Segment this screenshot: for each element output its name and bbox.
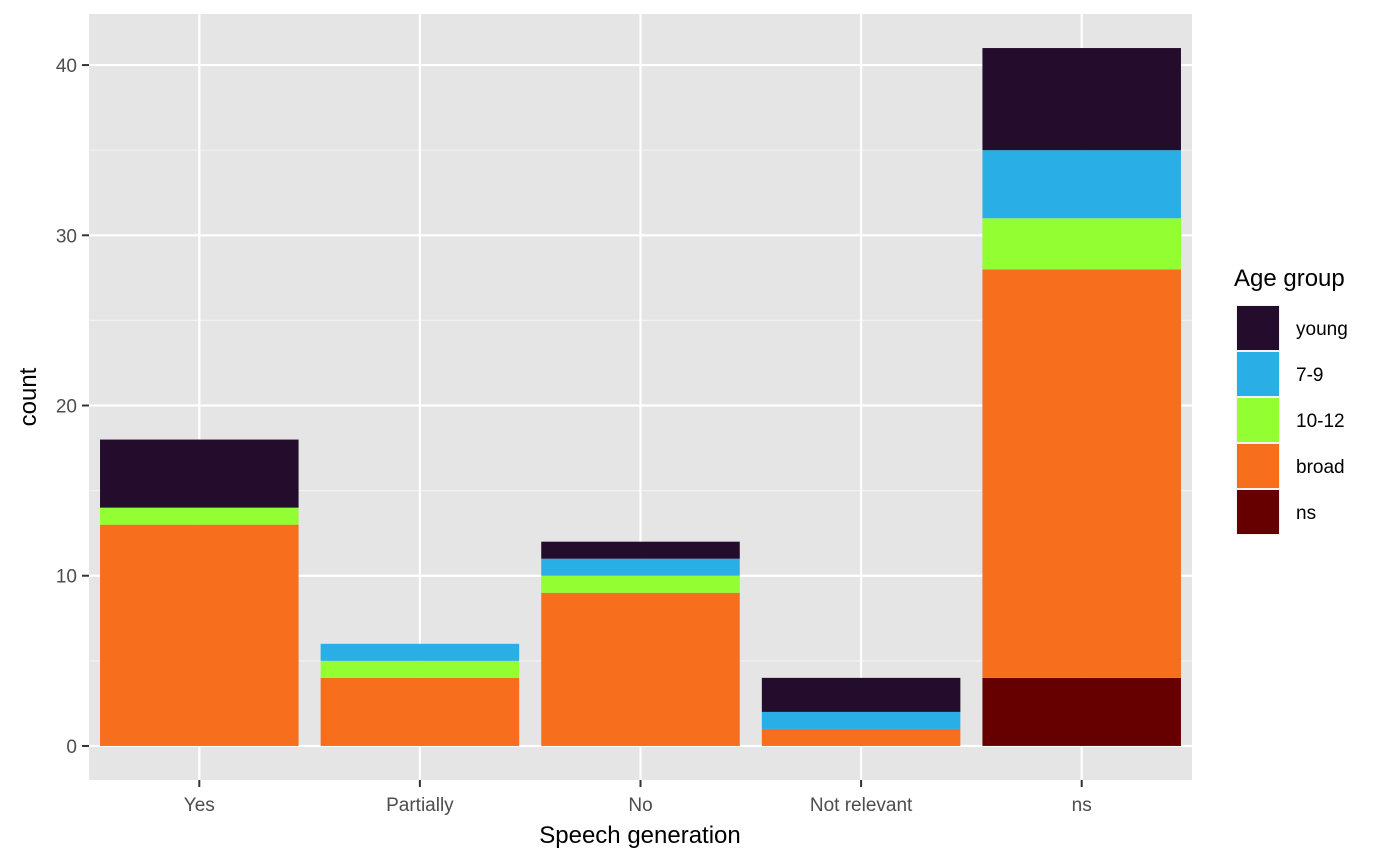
legend-label: broad (1296, 457, 1345, 478)
bars (100, 48, 1181, 746)
bar-segment (541, 575, 740, 593)
legend-swatch (1237, 306, 1279, 350)
bar-segment (541, 541, 740, 559)
legend-swatch (1237, 490, 1279, 534)
bar-segment (541, 592, 740, 746)
bar-segment (100, 524, 299, 746)
x-axis-title: Speech generation (539, 822, 741, 849)
y-tick-label: 10 (56, 567, 77, 588)
legend-swatch (1237, 444, 1279, 488)
bar-segment (320, 660, 520, 678)
legend-title: Age group (1234, 265, 1345, 292)
bar-segment (761, 677, 961, 712)
bar-segment (982, 269, 1181, 678)
legend-items: young 7-9 10-12 broad ns (1236, 305, 1348, 535)
y-axis-title: count (15, 367, 42, 426)
bar-segment (982, 677, 1181, 746)
bar-segment (982, 218, 1181, 270)
x-tick-label: No (628, 795, 652, 816)
y-tick-label: 30 (56, 226, 77, 247)
x-tick-label: Yes (184, 795, 215, 816)
legend-label: 7-9 (1296, 365, 1323, 386)
legend: Age group young 7-9 10-12 broad ns (1234, 265, 1348, 535)
bar-segment (100, 507, 299, 525)
bar-segment (982, 150, 1181, 219)
legend-swatch (1237, 352, 1279, 396)
bar-segment (100, 439, 299, 508)
bar-segment (761, 728, 961, 746)
legend-label: 10-12 (1296, 411, 1345, 432)
bar-segment (761, 711, 961, 729)
y-tick-label: 0 (66, 737, 77, 758)
y-tick-label: 20 (56, 397, 77, 418)
legend-label: ns (1296, 503, 1316, 524)
bar-segment (320, 643, 520, 661)
bar-segment (982, 48, 1181, 151)
x-tick-label: ns (1072, 795, 1092, 816)
x-tick-label: Not relevant (810, 795, 913, 816)
x-axis: Yes Partially No Not relevant ns (184, 780, 1092, 816)
y-axis: 0 10 20 30 40 (56, 56, 89, 758)
bar-segment (320, 677, 520, 746)
x-tick-label: Partially (386, 795, 454, 816)
legend-label: young (1296, 319, 1348, 340)
legend-swatch (1237, 398, 1279, 442)
bar-segment (541, 558, 740, 576)
y-tick-label: 40 (56, 56, 77, 77)
